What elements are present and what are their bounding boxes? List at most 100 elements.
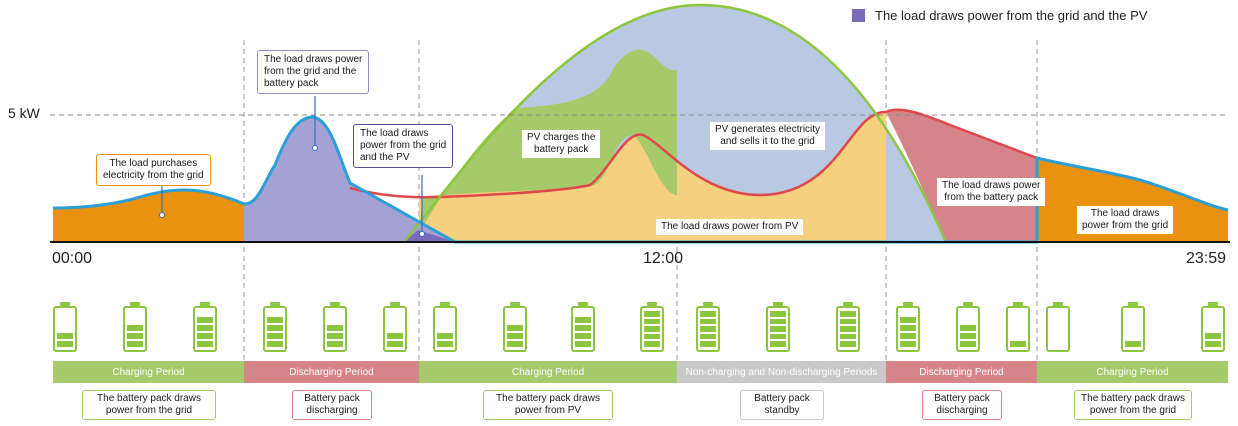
legend-label: The load draws power from the grid and t… [875, 8, 1148, 23]
battery-cap [510, 302, 520, 306]
battery-segment [840, 333, 856, 340]
battery-cap [703, 302, 713, 306]
battery-icon [383, 302, 407, 352]
battery-segment [1205, 333, 1221, 339]
time-label-noon: 12:00 [643, 250, 684, 267]
battery-body [1201, 306, 1225, 352]
battery-icon [323, 302, 347, 352]
battery-cap [1208, 302, 1218, 306]
battery-body [433, 306, 457, 352]
battery-cap [1013, 302, 1023, 306]
battery-segment [575, 325, 591, 331]
callout-grid-battery: The load draws power from the grid and t… [257, 50, 370, 94]
battery-segment [644, 333, 660, 340]
battery-segment [644, 311, 660, 317]
battery-segment [387, 341, 403, 347]
battery-cap [440, 302, 450, 306]
battery-segment [770, 326, 786, 332]
battery-segment [840, 311, 856, 317]
legend: The load draws power from the grid and t… [852, 8, 1147, 23]
pointer-dot-grid-battery [312, 145, 318, 151]
battery-body [263, 306, 287, 352]
battery-segment [1205, 341, 1221, 347]
battery-body [836, 306, 860, 352]
battery-body [640, 306, 664, 352]
battery-segment [900, 333, 916, 339]
battery-segment [700, 326, 716, 332]
battery-segment [387, 333, 403, 339]
battery-body [896, 306, 920, 352]
period-note-discharging: Battery pack discharging [292, 390, 372, 420]
battery-segment [960, 325, 976, 331]
period-note-charging: The battery pack draws power from the gr… [82, 390, 216, 420]
battery-cap [130, 302, 140, 306]
battery-cap [1053, 302, 1063, 306]
battery-segment [327, 325, 343, 331]
battery-icon [640, 302, 664, 352]
battery-segment [1125, 341, 1141, 347]
battery-cap [60, 302, 70, 306]
pointer-dot-grid-purchase [159, 212, 165, 218]
battery-cap [330, 302, 340, 306]
area-pv-load [419, 111, 886, 242]
battery-segment [327, 341, 343, 347]
battery-cap [647, 302, 657, 306]
battery-body [1121, 306, 1145, 352]
label-pv-charges: PV charges the battery pack [522, 130, 601, 158]
battery-segment [700, 341, 716, 347]
battery-icon [53, 302, 77, 352]
battery-cap [773, 302, 783, 306]
period-note-discharging: Battery pack discharging [922, 390, 1002, 420]
battery-segment [575, 341, 591, 347]
battery-icon [1201, 302, 1225, 352]
callout-grid-purchase: The load purchases electricity from the … [96, 154, 211, 186]
area-grid-battery-load [244, 117, 455, 242]
battery-segment [575, 333, 591, 339]
label-battery-load: The load draws power from the battery pa… [937, 178, 1046, 206]
battery-cap [200, 302, 210, 306]
battery-segment [960, 333, 976, 339]
battery-segment [437, 341, 453, 347]
battery-segment [700, 333, 716, 340]
area-battery-discharge-load [886, 109, 1037, 242]
battery-body [123, 306, 147, 352]
battery-segment [267, 333, 283, 339]
battery-segment [507, 333, 523, 339]
battery-segment [267, 325, 283, 331]
battery-cap [963, 302, 973, 306]
battery-segment [700, 311, 716, 317]
period-bar-discharging: Discharging Period [886, 361, 1037, 383]
battery-segment [57, 333, 73, 339]
battery-segment [267, 341, 283, 347]
period-note-standby: Battery pack standby [740, 390, 824, 420]
period-bar-standby: Non-charging and Non-discharging Periods [677, 361, 886, 383]
period-bar-charging: Charging Period [419, 361, 677, 383]
pv-generation-line [403, 3, 947, 243]
battery-body [1006, 306, 1030, 352]
battery-cap [578, 302, 588, 306]
battery-cap [270, 302, 280, 306]
label-pv-load: The load draws power from PV [656, 219, 804, 235]
battery-segment [900, 317, 916, 323]
battery-icon [1046, 302, 1070, 352]
battery-icon [193, 302, 217, 352]
period-bar-charging: Charging Period [1037, 361, 1228, 383]
battery-icon [123, 302, 147, 352]
battery-body [571, 306, 595, 352]
battery-segment [840, 341, 856, 347]
battery-segment [960, 341, 976, 347]
battery-segment [770, 341, 786, 347]
battery-power-line [349, 108, 1038, 199]
battery-icon [1006, 302, 1030, 352]
area-grid-load-left [53, 189, 244, 242]
battery-icon [433, 302, 457, 352]
battery-segment [197, 333, 213, 339]
period-note-charging: The battery pack draws power from PV [483, 390, 613, 420]
time-label-end: 23:59 [1186, 250, 1227, 267]
legend-swatch [852, 9, 865, 22]
battery-icon [766, 302, 790, 352]
battery-body [503, 306, 527, 352]
battery-icon [571, 302, 595, 352]
battery-segment [770, 318, 786, 325]
load-curve-line [52, 115, 1229, 244]
